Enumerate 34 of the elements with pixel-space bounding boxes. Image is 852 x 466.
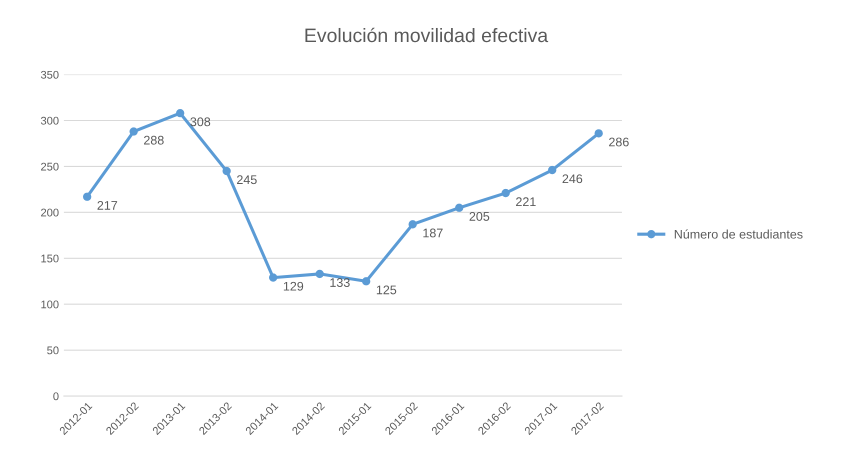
data-label: 133	[330, 278, 350, 287]
point	[316, 270, 324, 278]
y-tick-label: 350	[40, 70, 59, 79]
point	[82, 192, 92, 201]
point	[176, 108, 184, 118]
point	[455, 204, 464, 212]
legend-label: Número de estudiantes	[674, 229, 803, 239]
data-label: 187	[423, 228, 443, 238]
point	[408, 220, 417, 228]
y-tick-label: 150	[41, 254, 59, 262]
y-tick-label: 200	[41, 208, 59, 216]
chart-title: Evolución movilidad efectiva	[305, 28, 548, 42]
y-tick-label: 300	[40, 116, 59, 125]
data-label: 308	[190, 117, 210, 126]
point	[502, 188, 510, 198]
data-label: 245	[237, 175, 257, 184]
point	[129, 127, 138, 136]
y-tick-label: 50	[47, 346, 59, 354]
point	[594, 129, 603, 138]
data-label: 205	[470, 212, 490, 221]
data-label: 129	[284, 282, 304, 291]
y-tick-label: 250	[41, 162, 59, 171]
point	[548, 166, 556, 174]
data-label: 221	[516, 197, 536, 206]
data-label: 125	[376, 285, 396, 294]
y-tick-label: 0	[53, 392, 59, 400]
point	[269, 273, 278, 282]
data-label: 288	[144, 136, 164, 145]
y-tick-label: 100	[41, 300, 59, 308]
point	[362, 277, 370, 286]
data-label: 286	[609, 138, 629, 146]
point	[222, 166, 231, 176]
data-label: 246	[562, 174, 582, 184]
data-label: 217	[98, 200, 118, 210]
